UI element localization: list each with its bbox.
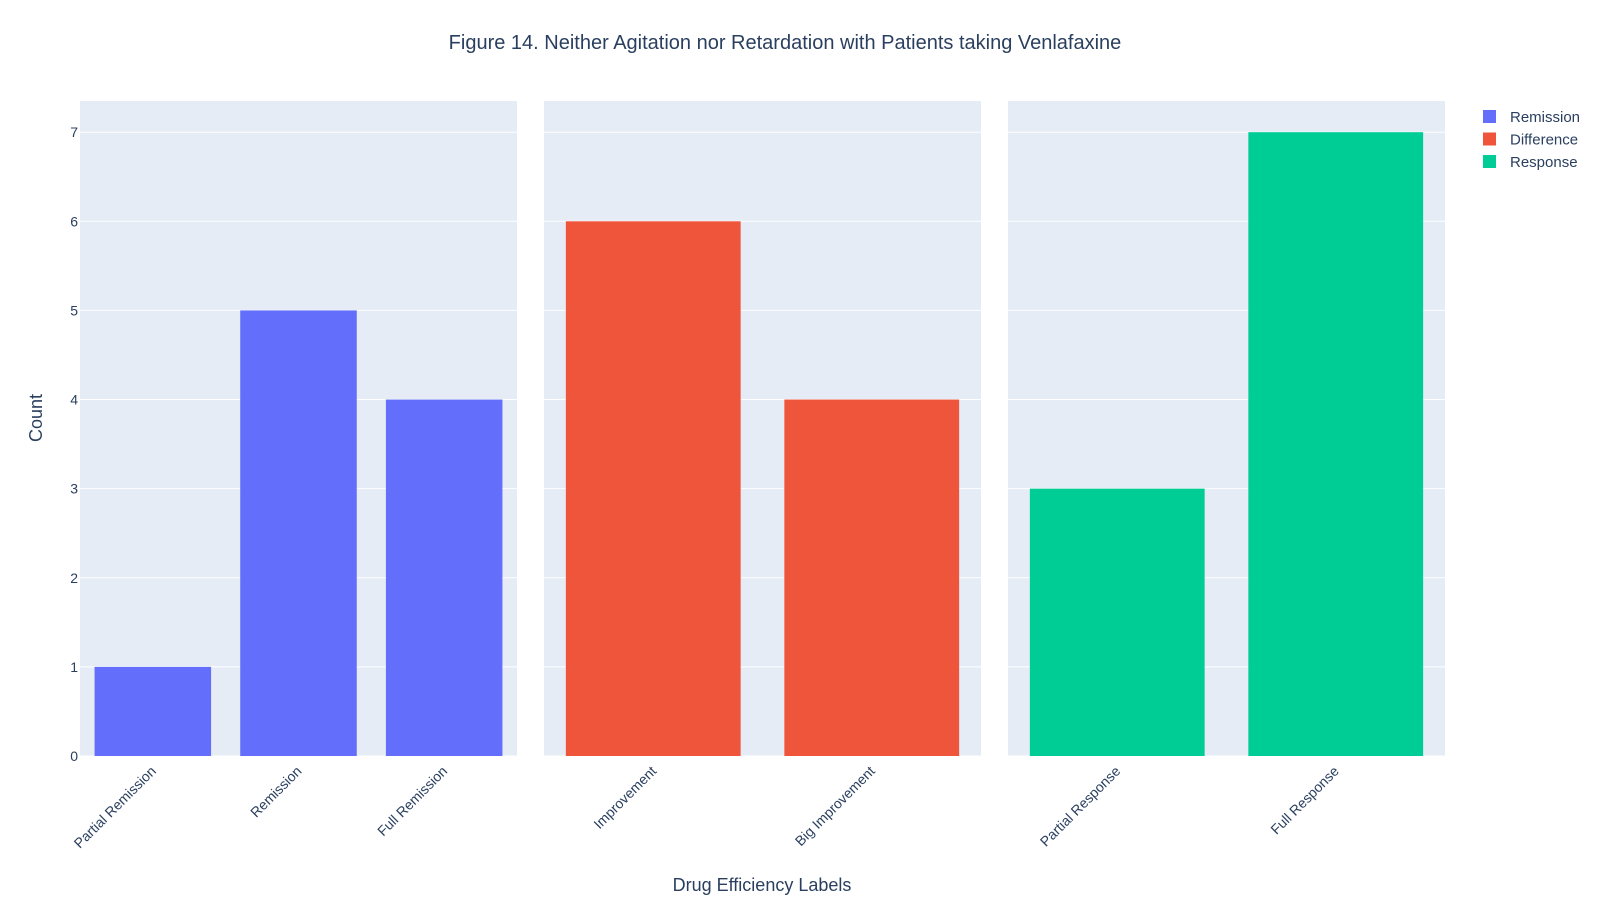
x-tick-label: Full Remission bbox=[374, 763, 450, 839]
panel-remission: Partial Remission: 1Partial Remission Rem… bbox=[71, 101, 517, 851]
legend-item-difference[interactable]: Difference bbox=[1483, 132, 1578, 149]
bar-partial-remission[interactable]: Partial Remission: 1 bbox=[94, 666, 212, 756]
chart-title: Figure 14. Neither Agitation nor Retarda… bbox=[449, 32, 1122, 54]
x-tick-label: Full Response bbox=[1267, 763, 1342, 838]
panel-response: Partial Response: 3 Partial Response Full … bbox=[1008, 101, 1445, 850]
legend-swatch bbox=[1483, 155, 1496, 168]
legend-swatch bbox=[1483, 132, 1496, 146]
y-tick-label: 0 bbox=[70, 748, 78, 764]
y-tick-label: 6 bbox=[70, 213, 78, 229]
legend-label: Difference bbox=[1510, 132, 1578, 149]
y-tick-label: 1 bbox=[70, 659, 78, 675]
y-tick-label: 7 bbox=[70, 124, 78, 140]
bar-partial-response[interactable]: Partial Response: 3 bbox=[1029, 488, 1205, 756]
x-tick-label: Partial Remission bbox=[71, 763, 159, 851]
x-tick-label: Partial Response bbox=[1037, 763, 1124, 850]
legend-label: Remission bbox=[1510, 109, 1580, 126]
y-tick-label: 3 bbox=[70, 481, 78, 497]
bar-remission[interactable]: Remission: 5 bbox=[240, 310, 357, 756]
chart-panels: Partial Remission: 1Partial Remission Rem… bbox=[71, 101, 1445, 851]
bar-full-response[interactable]: Full Response: 7 bbox=[1248, 132, 1424, 756]
legend[interactable]: Remission Difference Response bbox=[1483, 109, 1580, 171]
y-tick-label: 2 bbox=[70, 570, 78, 586]
legend-swatch bbox=[1483, 110, 1496, 123]
panel-difference: Improvement: 6 Improvement Big Improvement… bbox=[544, 101, 981, 849]
y-axis-ticks: 0 1 2 3 4 5 6 7 bbox=[70, 124, 78, 764]
legend-label: Response bbox=[1510, 154, 1578, 171]
legend-item-remission[interactable]: Remission bbox=[1483, 109, 1580, 126]
bar-full-remission[interactable]: Full Remission: 4 bbox=[385, 399, 503, 756]
bar-improvement[interactable]: Improvement: 6 bbox=[565, 221, 741, 756]
y-axis-title: Count bbox=[26, 394, 46, 442]
x-tick-label: Improvement bbox=[590, 763, 659, 832]
y-tick-label: 5 bbox=[70, 302, 78, 318]
y-tick-label: 4 bbox=[70, 392, 78, 408]
bar-big-improvement[interactable]: Big Improvement: 4 bbox=[784, 399, 960, 756]
legend-item-response[interactable]: Response bbox=[1483, 154, 1578, 171]
x-axis-title: Drug Efficiency Labels bbox=[673, 875, 852, 895]
x-tick-label: Big Improvement bbox=[792, 763, 878, 849]
x-tick-label: Remission bbox=[247, 763, 305, 821]
